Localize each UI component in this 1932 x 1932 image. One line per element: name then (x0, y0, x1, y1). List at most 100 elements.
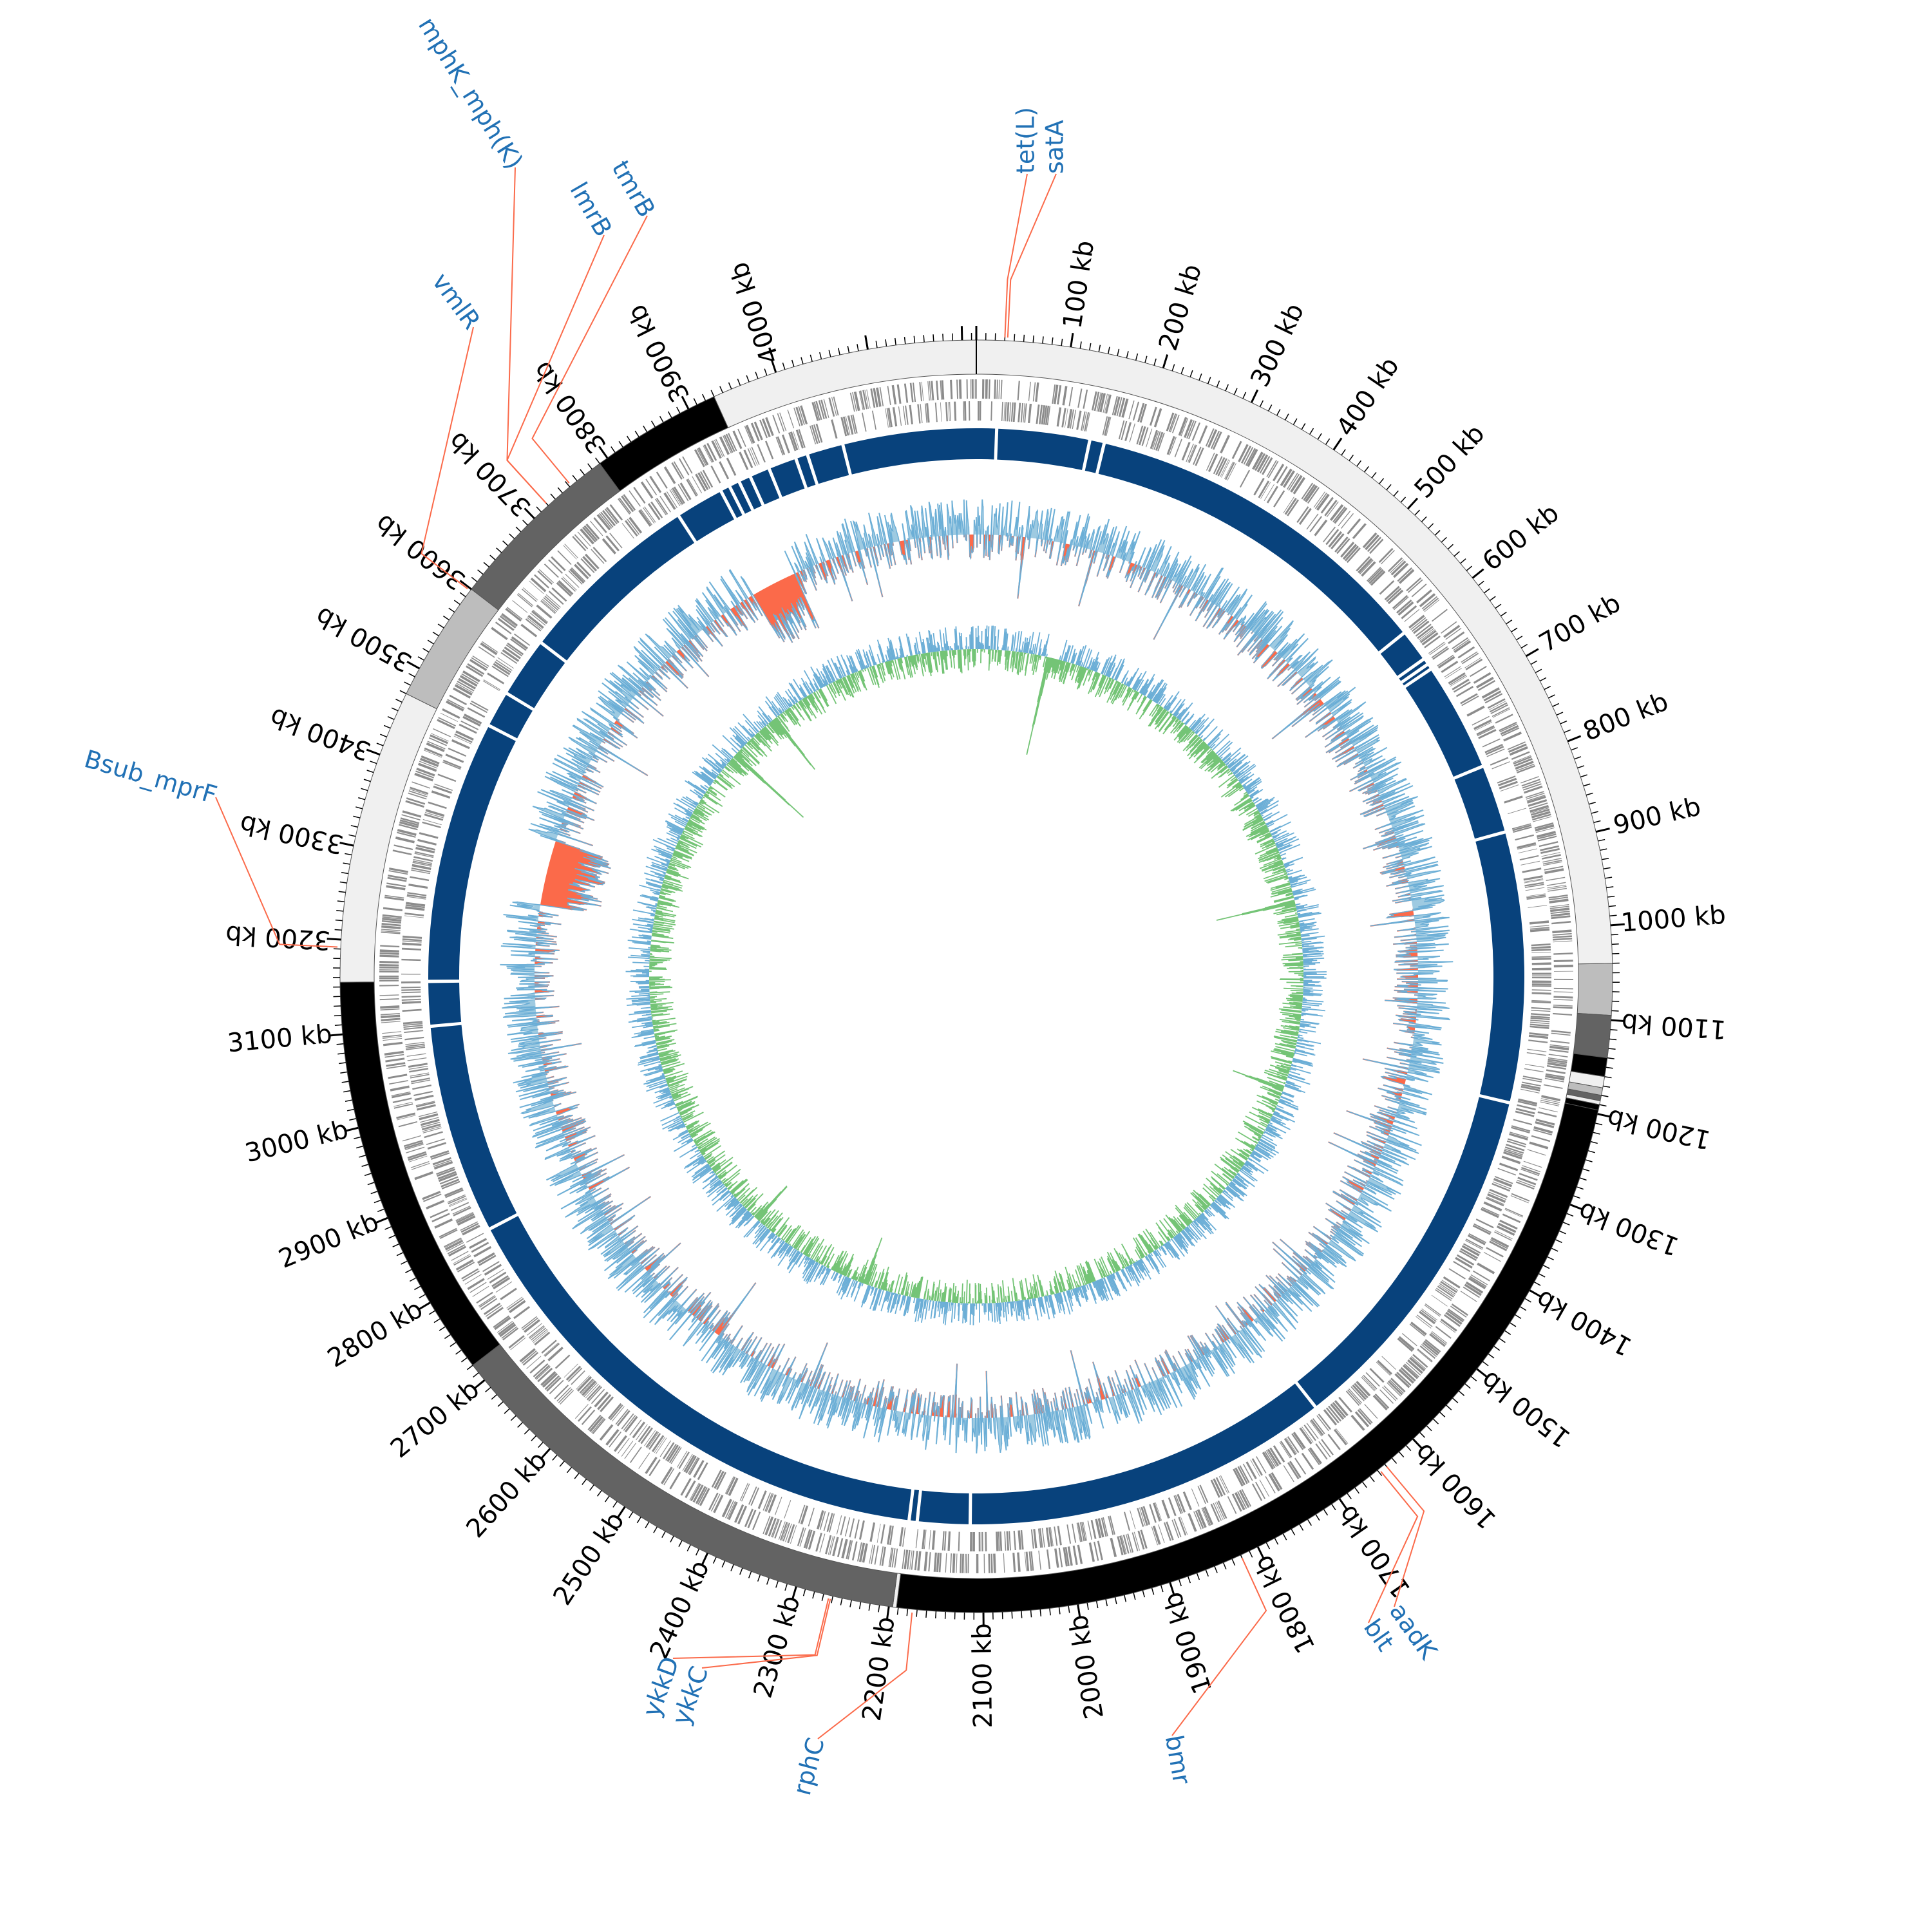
cds-feature (471, 700, 489, 711)
minor-tick (1593, 1132, 1600, 1135)
cds-feature (1533, 1126, 1553, 1134)
cds-feature (1287, 499, 1300, 516)
cds-feature (501, 1326, 518, 1339)
cds-feature (453, 687, 471, 699)
cds-feature (697, 1487, 708, 1505)
cds-feature (1004, 1531, 1007, 1551)
cds-feature (1198, 425, 1208, 444)
cds-feature (654, 1436, 666, 1454)
minor-tick (444, 1334, 451, 1340)
cds-feature (762, 1515, 771, 1535)
minor-tick (1452, 1397, 1459, 1403)
minor-tick (1315, 1514, 1320, 1521)
cds-feature (1461, 652, 1479, 665)
cds-feature (1307, 487, 1320, 504)
cds-feature (1440, 1281, 1457, 1293)
cds-feature (393, 1101, 413, 1107)
cds-feature (1551, 1032, 1571, 1036)
cds-feature (1504, 1148, 1524, 1156)
cds-feature (656, 471, 668, 489)
cds-feature (452, 1206, 471, 1215)
cds-feature (1259, 1479, 1270, 1497)
cds-feature (445, 753, 464, 763)
cds-feature (911, 1550, 914, 1570)
cds-feature (1431, 646, 1448, 659)
minor-tick (522, 520, 528, 526)
cds-feature (476, 1291, 493, 1304)
cds-feature (420, 1117, 439, 1123)
cds-feature (444, 1238, 462, 1248)
cds-feature (408, 1063, 428, 1068)
cds-feature (1457, 646, 1475, 659)
cds-feature (1324, 500, 1338, 516)
cds-feature (1323, 1409, 1338, 1426)
minor-tick (1530, 660, 1538, 665)
cds-feature (396, 1112, 416, 1119)
cds-feature (1421, 1343, 1437, 1358)
cds-feature (402, 938, 422, 942)
minor-tick (1577, 1186, 1584, 1190)
tick-label: 2200 kb (857, 1615, 901, 1723)
cds-feature (967, 1553, 969, 1573)
minor-tick (1133, 1593, 1136, 1600)
minor-tick (491, 1394, 498, 1400)
minor-tick (346, 1108, 354, 1112)
minor-tick (1470, 1376, 1477, 1381)
cds-feature (500, 614, 517, 627)
cds-feature (1370, 571, 1386, 586)
cds-feature (938, 1553, 942, 1573)
cds-feature (1009, 402, 1012, 422)
minor-tick (885, 339, 887, 346)
cds-feature (1500, 784, 1519, 792)
cds-feature (399, 819, 419, 826)
cds-feature (1540, 1098, 1560, 1103)
cds-feature (1201, 1508, 1210, 1526)
cds-feature (686, 478, 697, 497)
cds-feature (1046, 1549, 1051, 1569)
cds-feature (1266, 486, 1278, 504)
minor-tick (1216, 380, 1220, 388)
minor-tick (1547, 1256, 1555, 1261)
cds-feature (430, 1152, 450, 1160)
minor-tick (1354, 1487, 1360, 1494)
minor-tick (1180, 366, 1184, 374)
minor-tick (1574, 756, 1582, 760)
cds-feature (764, 1516, 774, 1536)
cds-feature (440, 712, 459, 722)
blast-hit-block (490, 1216, 912, 1520)
cds-feature (861, 412, 867, 432)
cds-feature (428, 801, 447, 810)
cds-feature (502, 649, 520, 662)
minor-tick (667, 411, 672, 419)
cds-feature (1285, 1437, 1298, 1454)
cds-feature (1378, 547, 1394, 564)
cds-feature (1407, 1359, 1423, 1374)
cds-feature (1267, 1448, 1280, 1466)
cds-feature (1020, 402, 1024, 422)
cds-feature (1439, 1320, 1456, 1333)
cds-feature (649, 1459, 661, 1477)
minor-tick (643, 425, 648, 433)
tick-label: 1700 kb (1332, 1500, 1417, 1603)
cds-feature (779, 412, 787, 431)
cds-feature (762, 1492, 772, 1511)
minor-tick (1535, 668, 1542, 674)
cds-feature (800, 1505, 809, 1525)
cds-feature (985, 379, 988, 399)
amr-marker-line (817, 1612, 913, 1739)
cds-feature (950, 1553, 952, 1573)
minor-tick (1371, 471, 1377, 478)
minor-tick (629, 1511, 634, 1519)
cds-feature (1077, 388, 1083, 408)
minor-tick (868, 1604, 871, 1611)
cds-feature (1309, 516, 1323, 533)
cds-feature (688, 1457, 700, 1475)
minor-tick (1393, 490, 1399, 497)
cds-feature (952, 1553, 956, 1573)
minor-tick (1233, 388, 1238, 395)
tick-label: 100 kb (1057, 238, 1100, 330)
cds-feature (482, 641, 498, 653)
cds-feature (638, 509, 652, 527)
cds-feature (1517, 1177, 1537, 1186)
cds-feature (1430, 1332, 1447, 1345)
